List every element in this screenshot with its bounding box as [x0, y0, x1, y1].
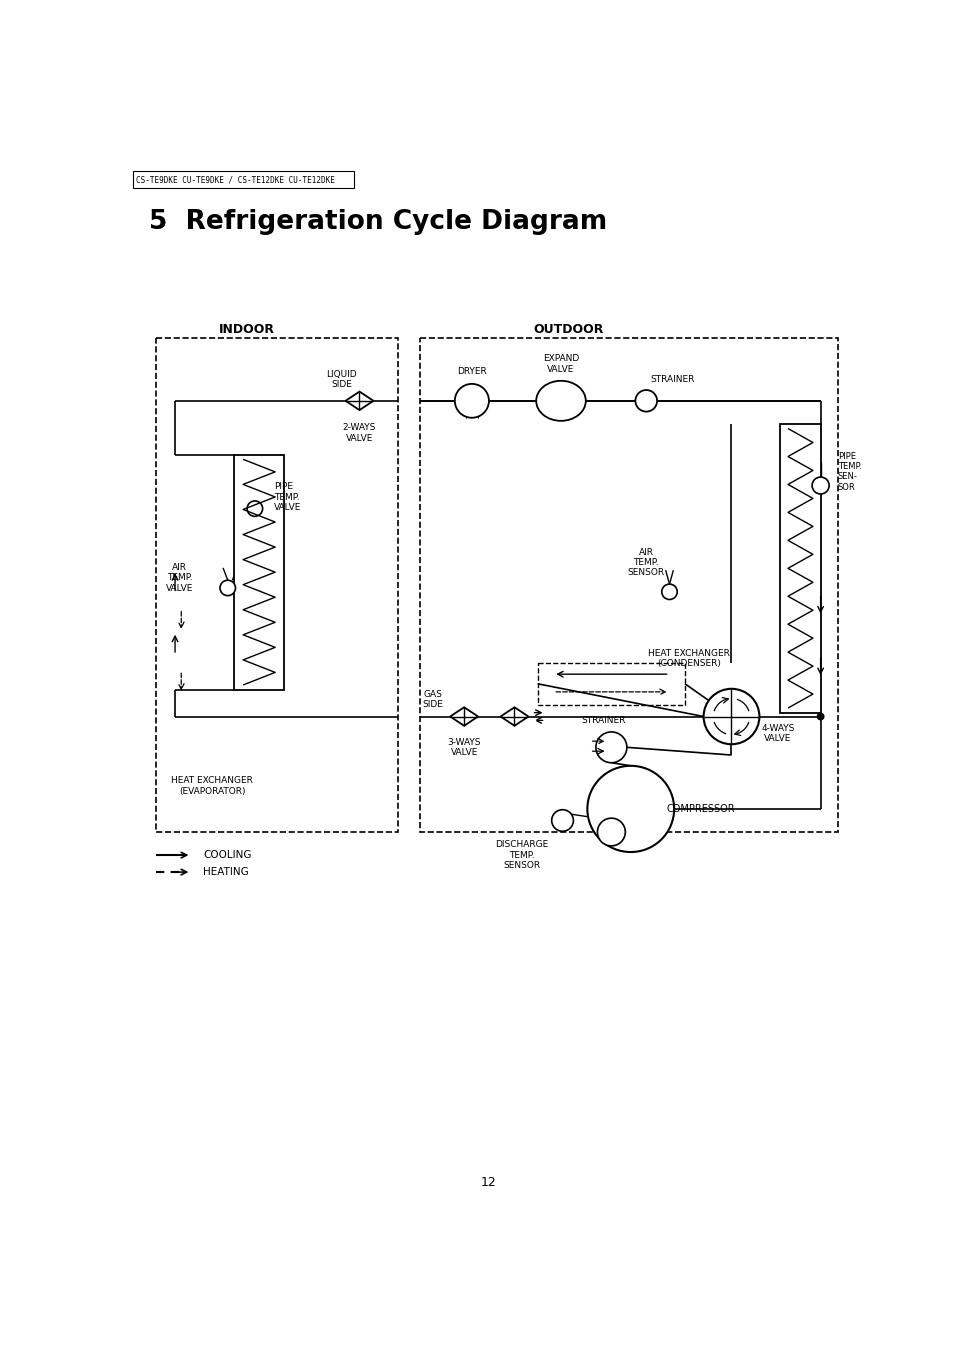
Bar	[780, 424, 820, 713]
Circle shape	[455, 384, 488, 417]
Circle shape	[220, 580, 235, 596]
Circle shape	[247, 501, 262, 516]
Text: AIR
TEMP.
SENSOR: AIR TEMP. SENSOR	[627, 547, 664, 577]
Bar	[156, 338, 397, 832]
Text: HEAT EXCHANGER
(EVAPORATOR): HEAT EXCHANGER (EVAPORATOR)	[172, 775, 253, 796]
Text: DRYER: DRYER	[456, 367, 486, 376]
Text: DISCHARGE
TEMP.
SENSOR: DISCHARGE TEMP. SENSOR	[496, 840, 548, 870]
Text: OUTDOOR: OUTDOOR	[533, 323, 603, 336]
Circle shape	[811, 477, 828, 494]
Text: COOLING: COOLING	[203, 850, 252, 861]
Text: 5  Refrigeration Cycle Diagram: 5 Refrigeration Cycle Diagram	[149, 209, 606, 235]
Text: STRAINER: STRAINER	[649, 374, 694, 384]
Circle shape	[597, 819, 624, 846]
Text: CS-TE9DKE CU-TE9DKE / CS-TE12DKE CU-TE12DKE: CS-TE9DKE CU-TE9DKE / CS-TE12DKE CU-TE12…	[136, 176, 335, 184]
Circle shape	[703, 689, 759, 744]
Polygon shape	[345, 392, 373, 411]
Bar	[233, 455, 284, 689]
Polygon shape	[450, 708, 477, 725]
Text: PIPE
TEMP.
SEN-
SOR: PIPE TEMP. SEN- SOR	[837, 451, 861, 492]
Text: 2-WAYS
VALVE: 2-WAYS VALVE	[342, 423, 375, 443]
Text: 4-WAYS
VALVE: 4-WAYS VALVE	[760, 724, 794, 743]
Polygon shape	[500, 708, 528, 725]
Circle shape	[551, 809, 573, 831]
Bar	[537, 662, 684, 705]
Text: GAS
SIDE: GAS SIDE	[422, 690, 443, 709]
Text: STRAINER: STRAINER	[580, 716, 625, 725]
Text: LIQUID
SIDE: LIQUID SIDE	[326, 370, 356, 389]
Text: AIR
TEMP.
VALVE: AIR TEMP. VALVE	[166, 563, 193, 593]
Text: 3-WAYS
VALVE: 3-WAYS VALVE	[447, 738, 480, 757]
Bar	[133, 172, 354, 188]
Text: HEATING: HEATING	[203, 867, 249, 877]
Bar	[419, 338, 838, 832]
Text: EXPAND
VALVE: EXPAND VALVE	[542, 354, 578, 374]
Circle shape	[817, 713, 822, 720]
Ellipse shape	[536, 381, 585, 422]
Text: 12: 12	[480, 1175, 497, 1189]
Circle shape	[587, 766, 674, 852]
Text: PIPE
TEMP.
VALVE: PIPE TEMP. VALVE	[274, 482, 301, 512]
Text: HEAT EXCHANGER
(CONDENSER): HEAT EXCHANGER (CONDENSER)	[647, 648, 729, 669]
Circle shape	[635, 390, 657, 412]
Circle shape	[661, 584, 677, 600]
Text: INDOOR: INDOOR	[219, 323, 274, 336]
Circle shape	[596, 732, 626, 763]
Text: COMPRESSOR: COMPRESSOR	[665, 804, 734, 813]
